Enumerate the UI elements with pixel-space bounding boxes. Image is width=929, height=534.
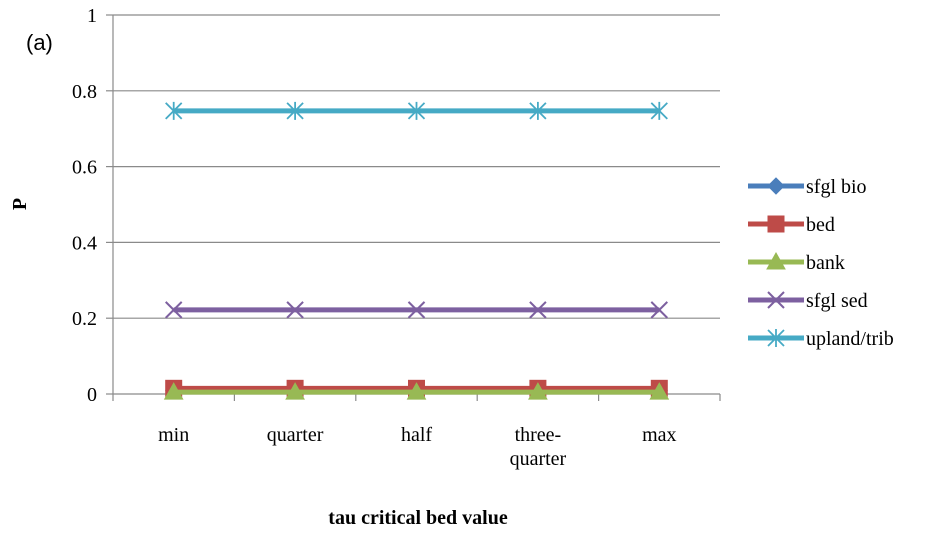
x-axis-title: tau critical bed value [328,507,508,529]
series-group [163,101,670,400]
y-tick-label: 0.8 [72,81,97,103]
data-point [528,382,548,400]
data-point [406,382,427,400]
data-point [650,301,669,319]
legend-label: sfgl bio [806,176,867,198]
y-tick-label: 0 [87,384,97,406]
series-bank [163,382,670,400]
legend-item: upland/trib [748,328,894,350]
legend-label: sfgl sed [806,290,868,312]
data-point [286,301,304,319]
y-axis-title: P [9,198,31,210]
x-tick-label: half [401,424,432,446]
x-tick-label: max [642,424,676,446]
x-tick-label: three-quarter [510,424,567,470]
legend-marker [767,177,785,195]
legend-marker [767,291,785,309]
data-point [164,301,183,319]
legend-item: sfgl sed [748,290,868,312]
data-point [529,301,547,319]
legend-marker [767,329,785,347]
gridlines [113,14,720,319]
data-point [286,101,304,120]
legend-item: bank [748,251,845,274]
axes [106,14,721,401]
y-tick-label: 1 [87,5,97,27]
legend-label: upland/trib [806,328,894,350]
legend-label: bed [806,214,835,236]
data-point [407,301,426,319]
x-tick-label: min [158,424,189,446]
y-tick-label: 0.2 [72,308,97,330]
legend-marker [766,251,786,270]
y-tick-label: 0.4 [72,232,97,254]
series-upland-trib [165,101,668,120]
legend-item: sfgl bio [748,176,867,198]
legend-marker [767,215,785,233]
panel-label: (a) [26,30,53,55]
y-tick-label: 0.6 [72,157,97,179]
tick-labels: 0 0.2 0.4 0.6 0.8 1 min quarter half three-quarte… [72,5,677,470]
series-sfgl-sed [164,301,669,319]
data-point [529,101,547,120]
legend-label: bank [806,252,845,274]
data-point [163,382,184,400]
data-point [649,382,670,400]
data-point [165,101,183,120]
x-tick-label: quarter [267,424,324,446]
legend: sfgl bio bed bank sfgl sed upland/trib [748,176,894,350]
data-point [407,101,426,120]
data-point [650,101,668,120]
data-point [285,382,305,400]
legend-item: bed [748,214,835,236]
